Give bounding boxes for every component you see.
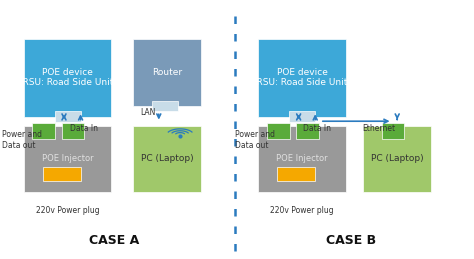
FancyBboxPatch shape xyxy=(24,126,111,192)
Text: Router: Router xyxy=(152,68,182,77)
Text: Power and
Data out: Power and Data out xyxy=(235,130,274,149)
FancyBboxPatch shape xyxy=(133,126,201,192)
Text: Ethernet: Ethernet xyxy=(363,124,396,133)
Text: CASE A: CASE A xyxy=(89,234,139,247)
Text: PC (Laptop): PC (Laptop) xyxy=(371,154,423,163)
FancyBboxPatch shape xyxy=(152,101,178,111)
Text: Data In: Data In xyxy=(70,124,98,133)
Text: PC (Laptop): PC (Laptop) xyxy=(141,154,193,163)
FancyBboxPatch shape xyxy=(382,123,404,139)
FancyBboxPatch shape xyxy=(55,111,81,122)
FancyBboxPatch shape xyxy=(32,123,55,139)
Text: POE device
(RSU: Road Side Unit): POE device (RSU: Road Side Unit) xyxy=(18,68,117,87)
Text: 220v Power plug: 220v Power plug xyxy=(270,206,334,215)
FancyBboxPatch shape xyxy=(43,167,81,181)
Text: Data In: Data In xyxy=(303,124,331,133)
FancyBboxPatch shape xyxy=(277,167,315,181)
FancyBboxPatch shape xyxy=(289,111,315,122)
FancyBboxPatch shape xyxy=(363,126,431,192)
Text: POE Injector: POE Injector xyxy=(42,154,93,163)
Text: POE Injector: POE Injector xyxy=(276,154,328,163)
Text: Power and
Data out: Power and Data out xyxy=(2,130,42,149)
Text: POE device
(RSU: Road Side Unit): POE device (RSU: Road Side Unit) xyxy=(253,68,351,87)
FancyBboxPatch shape xyxy=(296,123,319,139)
Text: CASE B: CASE B xyxy=(326,234,376,247)
FancyBboxPatch shape xyxy=(258,39,346,117)
Text: 220v Power plug: 220v Power plug xyxy=(36,206,100,215)
Text: LAN: LAN xyxy=(140,108,155,117)
FancyBboxPatch shape xyxy=(133,39,201,106)
FancyBboxPatch shape xyxy=(62,123,84,139)
FancyBboxPatch shape xyxy=(258,126,346,192)
FancyBboxPatch shape xyxy=(24,39,111,117)
FancyBboxPatch shape xyxy=(267,123,290,139)
